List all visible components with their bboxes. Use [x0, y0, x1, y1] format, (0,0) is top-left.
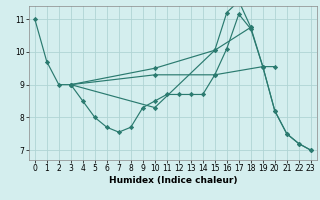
X-axis label: Humidex (Indice chaleur): Humidex (Indice chaleur)	[108, 176, 237, 185]
